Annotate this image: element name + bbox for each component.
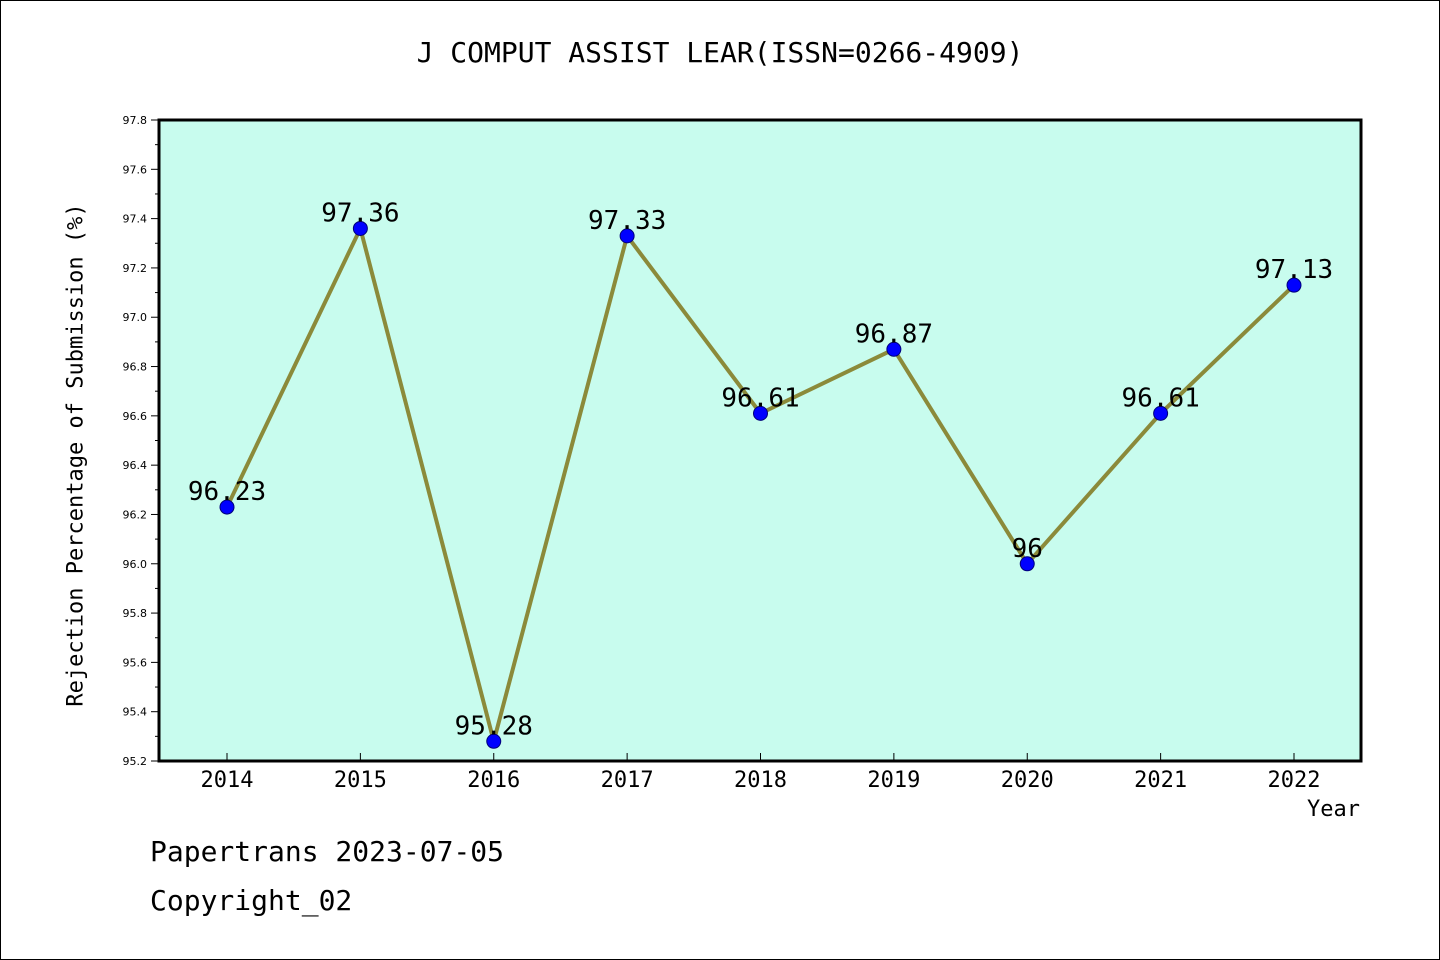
series-layer: 96.23 97.36 95.28 97.33 96.61 96.87 96 96.61 97.…: [188, 198, 1333, 749]
x-tick-label: 2019: [867, 768, 920, 793]
footer-watermark: Papertrans 2023-07-05: [150, 835, 505, 868]
y-tick-label: 96.0: [123, 558, 148, 571]
data-point: [1019, 556, 1035, 572]
data-label: 97.33: [588, 206, 666, 236]
y-tick-label: 96.2: [123, 508, 148, 521]
data-point: [886, 341, 902, 357]
x-tick-label: 2015: [334, 768, 387, 793]
data-point: [1153, 405, 1169, 421]
data-label: 96.23: [188, 477, 266, 507]
y-tick-label: 95.6: [123, 656, 148, 669]
y-tick-label: 97.6: [123, 163, 148, 176]
y-tick-label: 97.0: [123, 311, 148, 324]
data-label: 96.61: [1121, 383, 1199, 413]
chart-title: J COMPUT ASSIST LEAR(ISSN=0266-4909): [416, 36, 1024, 69]
x-axis-label: Year: [1307, 797, 1360, 822]
y-tick-label: 97.2: [123, 262, 148, 275]
y-tick-label: 97.4: [123, 213, 148, 226]
y-tick-label: 96.4: [123, 459, 148, 472]
x-tick-label: 2014: [201, 768, 254, 793]
data-point: [219, 499, 235, 515]
x-tick-label: 2016: [467, 768, 520, 793]
data-point: [1286, 277, 1302, 293]
data-point: [753, 405, 768, 421]
data-point: [352, 220, 368, 236]
x-tick-label: 2017: [601, 768, 654, 793]
data-point: [486, 733, 502, 749]
data-label: 97.36: [321, 198, 399, 228]
y-tick-label: 95.8: [123, 607, 148, 620]
data-label: 96.61: [721, 383, 799, 413]
y-axis: 95.2 95.4 95.6 95.8 96.0 96.2 96.4 96.6 96.8 97.0…: [123, 114, 159, 768]
data-label: 97.13: [1255, 255, 1333, 285]
x-tick-label: 2021: [1134, 768, 1187, 793]
footer-copyright: Copyright_02: [150, 884, 353, 917]
x-axis: 2014 2015 2016 2017 2018 2019 2020 2021 2022: [201, 753, 1321, 793]
y-axis-label: Rejection Percentage of Submission (%): [63, 203, 89, 707]
data-label: 95.28: [455, 711, 533, 741]
y-tick-label: 95.4: [123, 706, 148, 719]
y-tick-label: 97.8: [123, 114, 148, 127]
y-tick-label: 95.2: [123, 755, 148, 768]
y-tick-label: 96.6: [123, 410, 148, 423]
x-tick-label: 2022: [1268, 768, 1321, 793]
data-point: [619, 228, 635, 244]
y-tick-label: 96.8: [123, 361, 148, 374]
data-label: 96.87: [855, 319, 933, 349]
x-tick-label: 2020: [1001, 768, 1054, 793]
x-tick-label: 2018: [734, 768, 787, 793]
data-label: 96: [1012, 534, 1043, 564]
